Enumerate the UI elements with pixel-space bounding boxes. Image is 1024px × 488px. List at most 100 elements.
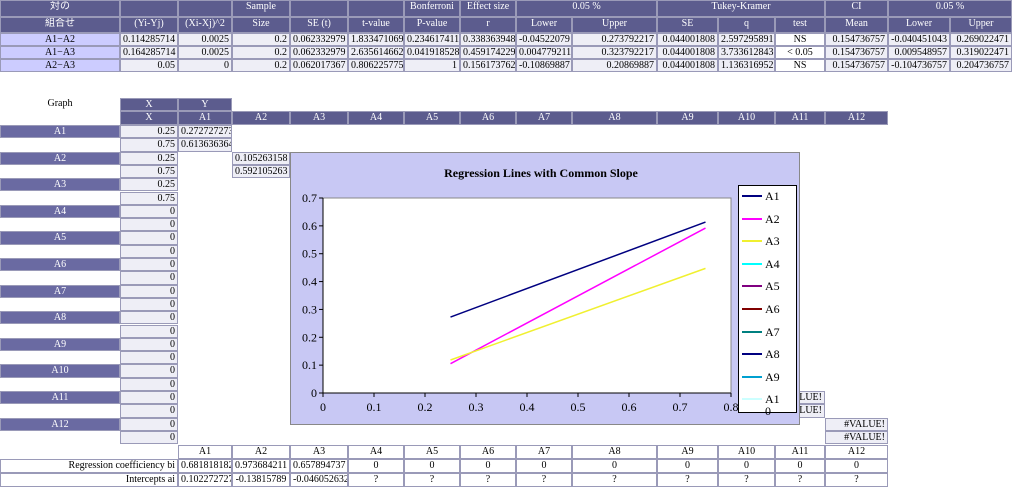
value-cell: -0.040451043 xyxy=(888,33,950,46)
column-header: A3 xyxy=(290,445,348,459)
chart-svg: Regression Lines with Common Slope 0 0.1 0… xyxy=(302,166,739,414)
column-header: A9 xyxy=(657,445,718,459)
x-value-cell: 0 xyxy=(120,311,178,325)
y-tick-label: 0.7 xyxy=(302,191,317,205)
y-tick-label: 0.2 xyxy=(302,330,317,344)
value-cell: 0.154736757 xyxy=(825,33,888,46)
series-line xyxy=(450,267,706,361)
header-cell: A1 xyxy=(178,111,232,125)
header-cell: (Yi-Yj) xyxy=(120,17,178,33)
y-tick-label: 0.5 xyxy=(302,247,317,261)
x-value-cell: 0 xyxy=(120,271,178,285)
value-cell: 0.657894737 xyxy=(290,459,348,473)
value-cell: 2.635614662 xyxy=(348,46,404,59)
value-cell: 0.102272727 xyxy=(178,473,232,487)
series-line xyxy=(450,227,706,365)
x-value-cell: 0 xyxy=(120,258,178,272)
chart: Regression Lines with Common Slope 0 0.1 0… xyxy=(290,152,800,425)
value-cell: ? xyxy=(516,473,572,487)
value-cell: 1 xyxy=(404,59,460,72)
value-cell: ? xyxy=(718,473,775,487)
value-cell: 0.2 xyxy=(232,33,290,46)
legend-label: A9 xyxy=(765,369,780,384)
legend-label: A4 xyxy=(765,256,780,271)
value-cell: 0.154736757 xyxy=(825,46,888,59)
y-tick-label: 0.3 xyxy=(302,302,317,316)
x-value-cell: 0 xyxy=(120,417,178,431)
legend-label: A8 xyxy=(765,347,780,362)
value-cell: ? xyxy=(775,473,825,487)
value-cell: 2.597295891 xyxy=(718,33,775,46)
value-cell: 0.459174229 xyxy=(460,46,516,59)
value-cell: ? xyxy=(460,473,516,487)
value-cell: 0.044001808 xyxy=(657,33,718,46)
legend-label: A3 xyxy=(765,234,780,249)
x-tick-label: 0.7 xyxy=(673,400,688,414)
legend-swatch xyxy=(742,353,762,356)
value-cell: 0.338363948 xyxy=(460,33,516,46)
header-cell: SE (t) xyxy=(290,17,348,33)
legend-label: A10 xyxy=(765,392,780,419)
value-cell: 0.681818182 xyxy=(178,459,232,473)
column-header: A2 xyxy=(232,445,290,459)
x-value-cell: 0 xyxy=(120,377,178,391)
header-cell: SE xyxy=(657,17,718,33)
group-label: A9 xyxy=(0,337,120,352)
x-value-cell: 0 xyxy=(120,204,178,219)
y-value-cell: 0.105263158 xyxy=(232,151,290,165)
group-label: A12 xyxy=(0,417,120,431)
column-header: A4 xyxy=(348,445,404,459)
header-cell xyxy=(178,0,232,17)
x-value-cell: 0 xyxy=(120,231,178,245)
column-header: A10 xyxy=(718,445,775,459)
header-cell: X xyxy=(120,98,178,111)
legend-swatch xyxy=(742,375,762,378)
group-label: A4 xyxy=(0,204,120,219)
value-cell: -0.10869887 xyxy=(516,59,572,72)
header-cell: 対の xyxy=(0,0,120,17)
legend-label: A2 xyxy=(765,211,780,226)
y-value-cell: 0.592105263 xyxy=(232,164,290,179)
header-cell: A12 xyxy=(825,111,888,125)
value-cell: 3.733612843 xyxy=(718,46,775,59)
value-cell: < 0.05 xyxy=(775,46,825,59)
value-cell: 0 xyxy=(775,459,825,473)
column-header: A6 xyxy=(460,445,516,459)
x-tick-label: 0.1 xyxy=(367,400,382,414)
row-label: A2−A3 xyxy=(0,59,120,72)
series-line xyxy=(450,221,706,318)
legend-label: A6 xyxy=(765,302,780,316)
header-cell: A2 xyxy=(232,111,290,125)
value-cell: 0.269022471 xyxy=(950,33,1012,46)
value-cell: 0.05 xyxy=(120,59,178,72)
y-tick-label: 0 xyxy=(311,386,317,400)
x-value-cell: 0 xyxy=(120,391,178,405)
value-cell: 0.009548957 xyxy=(888,46,950,59)
value-cell: -0.104736757 xyxy=(888,59,950,72)
value-cell: 0.319022471 xyxy=(950,46,1012,59)
header-cell: test xyxy=(775,17,825,33)
x-value-cell: 0 xyxy=(120,244,178,258)
value-cell: 0.044001808 xyxy=(657,59,718,72)
chart-title: Regression Lines with Common Slope xyxy=(444,166,638,180)
header-cell: A9 xyxy=(657,111,718,125)
header-cell: Mean xyxy=(825,17,888,33)
value-cell: -0.04522079 xyxy=(516,33,572,46)
value-cell: 0.114285714 xyxy=(120,33,178,46)
row-label: Regression coefficiency bi xyxy=(0,459,178,473)
legend-swatch xyxy=(742,262,762,265)
value-cell: 0.973684211 xyxy=(232,459,290,473)
group-label: A1 xyxy=(0,125,120,139)
x-tick-label: 0 xyxy=(320,400,326,414)
value-cell: 0 xyxy=(572,459,657,473)
group-label: A11 xyxy=(0,391,120,405)
x-value-cell: 0.25 xyxy=(120,178,178,192)
value-cell: 0.156173762 xyxy=(460,59,516,72)
x-value-cell: 0.75 xyxy=(120,138,178,152)
y-tick-label: 0.6 xyxy=(302,219,317,233)
header-cell xyxy=(120,0,178,17)
header-cell: Bonferroni xyxy=(404,0,460,17)
header-cell: Tukey-Kramer xyxy=(657,0,825,17)
legend: A1 A2 A3 A4 A5 A6 A7 A8 A9 A10 xyxy=(738,185,797,417)
group-label: A8 xyxy=(0,311,120,325)
